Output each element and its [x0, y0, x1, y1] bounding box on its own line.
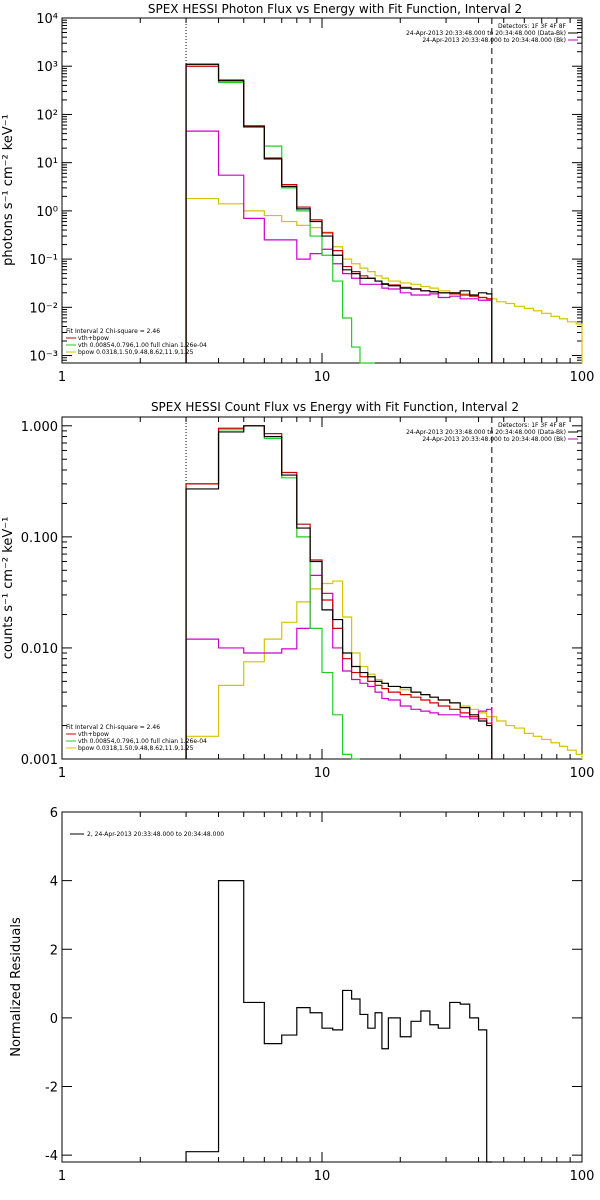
legend-label: 24-Apr-2013 20:33:48.000 to 20:34:48.000…: [422, 436, 566, 443]
panel1-ylabel: photons s⁻¹ cm⁻² keV⁻¹: [1, 114, 16, 266]
panel2-ylabel: counts s⁻¹ cm⁻² keV⁻¹: [1, 517, 16, 660]
legend-label: vth 0.00854,0.796,1.00 full chian 1.26e-…: [78, 342, 207, 349]
y-tick-label: 10⁻¹: [29, 253, 58, 268]
y-tick-label: 4: [50, 875, 58, 890]
legend-label: 24-Apr-2013 20:33:48.000 to 20:34:48.000…: [406, 30, 566, 37]
series-data-histogram: [185, 880, 492, 1163]
legend-label: vth+bpow: [78, 335, 109, 342]
series-bpow-histogram: [185, 197, 583, 363]
x-tick-label: 10: [314, 1169, 331, 1184]
series-vth-histogram: [185, 63, 376, 364]
series-data-histogram: [185, 63, 493, 363]
x-tick-label: 100: [570, 766, 595, 781]
panel1-frame: [61, 17, 583, 364]
series-bk-histogram: [185, 130, 493, 363]
y-tick-label: 0.001: [21, 753, 58, 768]
y-tick-label: 0: [50, 1012, 58, 1027]
y-tick-label: 10³: [36, 60, 58, 75]
x-tick-label: 100: [570, 370, 595, 385]
x-tick-label: 100: [570, 1169, 595, 1184]
y-tick-label: -2: [45, 1081, 58, 1096]
y-tick-label: 10⁰: [36, 205, 58, 220]
legend-label: vth 0.00854,0.796,1.00 full chian 1.26e-…: [78, 738, 207, 745]
series-bpow-histogram: [185, 580, 583, 759]
legend-label: vth+bpow: [78, 731, 109, 738]
y-tick-label: 10⁴: [36, 12, 58, 27]
panel2-plot: 1 10 100 0.001 0.010 0.100 1.000 Detectors: 1F …: [21, 417, 595, 781]
legend-label: 24-Apr-2013 20:33:48.000 to 20:34:48.000…: [406, 429, 566, 436]
series-data-histogram: [185, 425, 493, 759]
x-tick-label: 1: [58, 1169, 66, 1184]
panel3-plot: 1 10 100 -4 -2 0 2 4 6 2, 24-Apr-2013 20:33:48.00…: [45, 806, 594, 1184]
x-tick-label: 1: [58, 370, 66, 385]
y-tick-label: 10⁻³: [29, 350, 58, 365]
panel2-title: SPEX HESSI Count Flux vs Energy with Fit…: [151, 400, 519, 414]
y-tick-label: 6: [50, 806, 58, 821]
y-tick-label: 10¹: [36, 157, 58, 172]
panel1-title: SPEX HESSI Photon Flux vs Energy with Fi…: [148, 2, 522, 16]
y-tick-label: 10⁻²: [29, 301, 58, 316]
series-vth-histogram: [185, 425, 360, 760]
legend-label: Detectors: 1F 3F 4F 8F: [498, 23, 567, 30]
series-total-histogram: [185, 425, 493, 759]
legend-label: Fit Interval 2 Chi-square = 2.46: [66, 724, 160, 731]
y-tick-label: 0.100: [21, 531, 58, 546]
legend-label: Detectors: 1F 3F 4F 8F: [498, 422, 567, 429]
legend-label: 2, 24-Apr-2013 20:33:48.000 to 20:34:48.…: [87, 831, 224, 838]
x-tick-label: 10: [314, 370, 331, 385]
panel3-ylabel: Normalized Residuals: [9, 917, 24, 1057]
series-total-histogram: [185, 65, 493, 363]
y-tick-label: 0.010: [21, 642, 58, 657]
y-tick-label: 1.000: [21, 420, 58, 435]
legend-label: Fit Interval 2 Chi-square = 2.46: [66, 328, 160, 335]
legend-label: 24-Apr-2013 20:33:48.000 to 20:34:48.000…: [422, 37, 566, 44]
y-tick-label: 2: [50, 943, 58, 958]
panel1-plot: 1 10 100 10⁻³ 10⁻² 10⁻¹ 10⁰ 10¹ 10² 10³ 10⁴ Detecto…: [29, 12, 594, 385]
x-tick-label: 10: [314, 766, 331, 781]
y-tick-label: -4: [45, 1149, 58, 1164]
x-tick-label: 1: [58, 766, 66, 781]
series-bk-histogram: [185, 574, 493, 759]
legend-label: bpow 0.0318,1.50,9.48,8.62,11.9,1.25: [78, 745, 194, 752]
panel3-frame: [61, 811, 583, 1163]
y-tick-label: 10²: [36, 108, 58, 123]
legend-label: bpow 0.0318,1.50,9.48,8.62,11.9,1.25: [78, 349, 194, 356]
